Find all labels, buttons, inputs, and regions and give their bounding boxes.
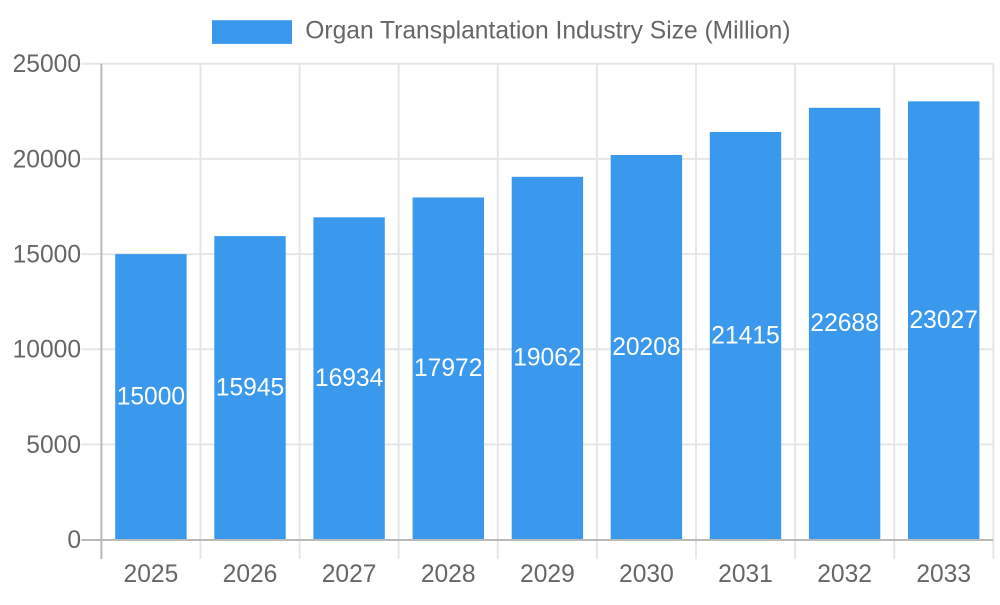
svg-text:2030: 2030 (619, 561, 674, 588)
svg-text:15000: 15000 (117, 383, 185, 410)
svg-text:5000: 5000 (26, 432, 81, 459)
svg-text:15945: 15945 (216, 374, 284, 401)
svg-text:17972: 17972 (414, 355, 482, 382)
svg-text:2027: 2027 (322, 561, 377, 588)
svg-text:25000: 25000 (13, 51, 81, 78)
svg-text:20000: 20000 (13, 146, 81, 173)
svg-text:2028: 2028 (421, 561, 476, 588)
svg-text:2026: 2026 (223, 561, 278, 588)
svg-text:2031: 2031 (718, 561, 773, 588)
svg-text:20208: 20208 (612, 334, 680, 361)
svg-text:19062: 19062 (513, 345, 581, 372)
svg-text:22688: 22688 (810, 310, 878, 337)
svg-text:10000: 10000 (13, 337, 81, 364)
svg-text:15000: 15000 (13, 242, 81, 269)
svg-text:0: 0 (67, 527, 81, 554)
svg-text:2025: 2025 (124, 561, 179, 588)
svg-text:2029: 2029 (520, 561, 575, 588)
svg-text:2033: 2033 (916, 561, 971, 588)
svg-text:2032: 2032 (817, 561, 872, 588)
svg-text:23027: 23027 (910, 307, 978, 334)
svg-text:21415: 21415 (711, 322, 779, 349)
svg-text:Organ Transplantation Industry: Organ Transplantation Industry Size (Mil… (305, 18, 790, 45)
svg-text:16934: 16934 (315, 365, 383, 392)
